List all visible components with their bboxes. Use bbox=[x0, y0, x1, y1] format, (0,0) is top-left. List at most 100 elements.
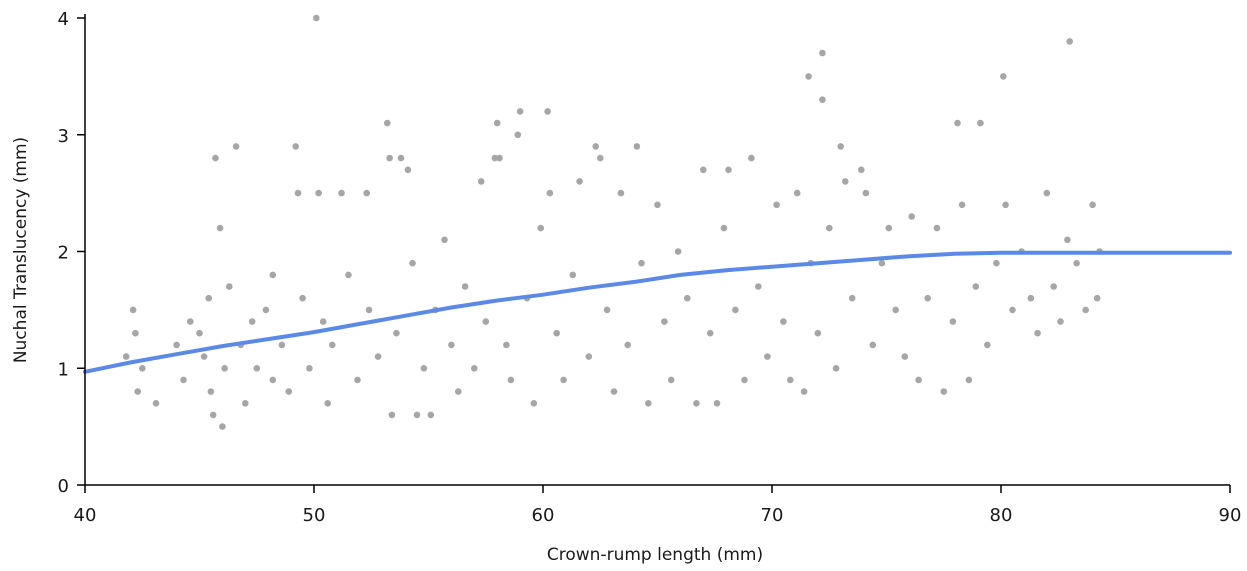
data-point bbox=[901, 353, 909, 360]
data-point bbox=[546, 189, 554, 197]
data-point bbox=[885, 224, 893, 232]
data-point bbox=[427, 411, 435, 419]
data-point bbox=[384, 119, 391, 127]
data-point bbox=[993, 259, 1000, 267]
data-point bbox=[242, 400, 249, 407]
data-point bbox=[748, 154, 755, 162]
data-point bbox=[205, 294, 212, 302]
data-point bbox=[409, 259, 416, 267]
data-point bbox=[560, 376, 567, 384]
data-point bbox=[315, 189, 322, 197]
data-point bbox=[832, 365, 840, 372]
data-point bbox=[878, 259, 886, 267]
data-point bbox=[915, 376, 922, 384]
data-point bbox=[764, 353, 771, 360]
data-point bbox=[958, 201, 966, 209]
data-point bbox=[984, 341, 991, 349]
data-point bbox=[173, 341, 180, 349]
data-point bbox=[553, 329, 560, 337]
data-point bbox=[624, 341, 631, 349]
data-point bbox=[1082, 306, 1089, 314]
data-point bbox=[693, 400, 700, 407]
data-point bbox=[819, 49, 826, 57]
data-point bbox=[667, 376, 675, 384]
data-point bbox=[363, 189, 371, 197]
data-point bbox=[216, 224, 224, 232]
data-point bbox=[1093, 294, 1101, 302]
data-point bbox=[292, 143, 300, 150]
data-point bbox=[226, 283, 233, 290]
data-point bbox=[503, 341, 510, 349]
data-point bbox=[661, 318, 668, 325]
data-point bbox=[780, 318, 787, 325]
data-point bbox=[180, 376, 187, 384]
data-point bbox=[491, 154, 499, 162]
data-point bbox=[674, 248, 682, 255]
data-point bbox=[393, 329, 400, 337]
data-point bbox=[129, 306, 137, 314]
y-axis-title: Nuchal Translucency (mm) bbox=[11, 137, 31, 363]
x-tick-label: 60 bbox=[532, 505, 555, 526]
data-point bbox=[374, 353, 382, 360]
data-point bbox=[345, 271, 352, 279]
data-point bbox=[386, 154, 393, 162]
data-point bbox=[299, 294, 306, 302]
data-point bbox=[787, 376, 794, 384]
data-point bbox=[397, 154, 405, 162]
data-point bbox=[209, 411, 217, 419]
data-point bbox=[633, 143, 641, 150]
data-point bbox=[262, 306, 270, 314]
x-tick-label: 80 bbox=[990, 505, 1013, 526]
data-point bbox=[700, 166, 707, 174]
data-point bbox=[858, 166, 865, 174]
y-tick-label: 3 bbox=[58, 126, 69, 147]
data-point bbox=[306, 365, 313, 372]
y-tick-label: 4 bbox=[58, 9, 69, 30]
data-point bbox=[638, 259, 645, 267]
data-point bbox=[404, 166, 412, 174]
data-point bbox=[319, 318, 327, 325]
data-point bbox=[477, 178, 485, 185]
data-point bbox=[1050, 283, 1057, 290]
data-point bbox=[892, 306, 899, 314]
data-point bbox=[132, 329, 139, 337]
data-point bbox=[848, 294, 856, 302]
data-point bbox=[954, 119, 961, 127]
data-point bbox=[585, 353, 593, 360]
data-point bbox=[933, 224, 941, 232]
data-point bbox=[1057, 318, 1064, 325]
y-axis-ticks: 0 1 2 3 4 bbox=[58, 9, 85, 497]
data-point bbox=[603, 306, 611, 314]
data-point bbox=[793, 189, 801, 197]
y-tick-label: 2 bbox=[58, 243, 69, 264]
data-point bbox=[471, 365, 478, 372]
data-point bbox=[684, 294, 691, 302]
data-point bbox=[139, 365, 146, 372]
data-point bbox=[221, 365, 228, 372]
data-point bbox=[253, 365, 261, 372]
data-point bbox=[800, 388, 808, 395]
data-point bbox=[837, 143, 844, 150]
data-point bbox=[826, 224, 833, 232]
data-point bbox=[324, 400, 332, 407]
x-tick-label: 70 bbox=[761, 505, 784, 526]
data-point bbox=[196, 329, 203, 337]
data-point bbox=[725, 166, 732, 174]
data-point bbox=[819, 96, 826, 103]
y-tick-label: 0 bbox=[58, 476, 69, 497]
data-point bbox=[496, 154, 503, 162]
data-point bbox=[365, 306, 373, 314]
data-point bbox=[654, 201, 661, 209]
data-point bbox=[842, 178, 849, 185]
data-point bbox=[248, 318, 256, 325]
data-point bbox=[924, 294, 931, 302]
data-point bbox=[388, 411, 396, 419]
data-points bbox=[122, 14, 1103, 430]
data-point bbox=[949, 318, 957, 325]
x-tick-label: 90 bbox=[1219, 505, 1242, 526]
data-point bbox=[313, 14, 320, 22]
data-point bbox=[516, 108, 524, 115]
data-point bbox=[269, 271, 277, 279]
data-point bbox=[732, 306, 739, 314]
